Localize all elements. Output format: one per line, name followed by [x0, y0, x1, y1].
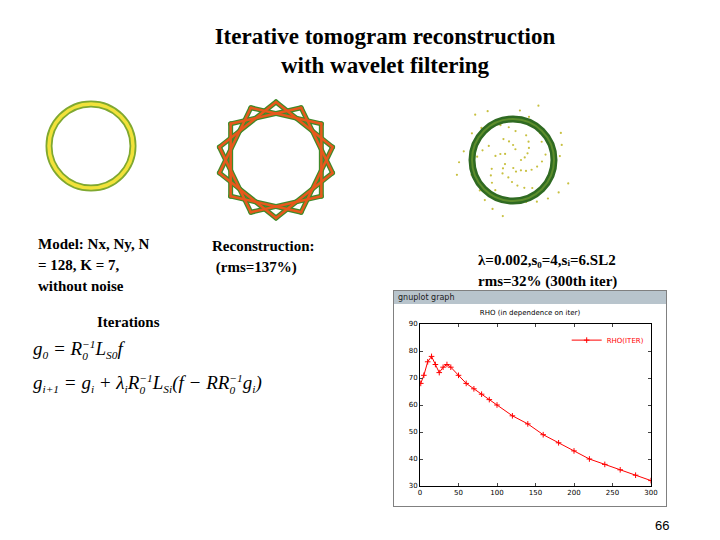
- svg-text:150: 150: [529, 489, 542, 497]
- html-text:gi+1= gi+ λiR−1: gi+1= gi+ λiR−1: [33, 372, 153, 395]
- svg-text:50: 50: [454, 489, 463, 497]
- svg-text:80: 80: [409, 347, 418, 355]
- html-text:0 gi): 0 gi): [229, 372, 262, 396]
- svg-text:250: 250: [606, 489, 619, 497]
- html-text:Iterations: Iterations: [97, 314, 160, 330]
- svg-text:100: 100: [490, 489, 503, 497]
- svg-text:30: 30: [409, 482, 418, 490]
- html-text:g0= R−1: g0= R−1: [33, 338, 96, 361]
- html-text:rms=32% (300th iter): rms=32% (300th iter): [478, 273, 618, 289]
- svg-text:50: 50: [409, 428, 418, 436]
- html-text:λ=0.002,s₀=4,sᵢ=6.SL2: λ=0.002,s₀=4,sᵢ=6.SL2: [478, 252, 616, 268]
- svg-text:0: 0: [418, 489, 422, 497]
- html-text:gnuplot graph: gnuplot graph: [398, 293, 455, 302]
- svg-text:RHO (in dependence on iter): RHO (in dependence on iter): [480, 309, 581, 317]
- html-text:Model: Nx, Ny, N: Model: Nx, Ny, N: [38, 236, 150, 252]
- html-text:0 LS0f: 0 LS0f: [82, 338, 123, 362]
- html-text:66: 66: [655, 518, 670, 533]
- svg-text:40: 40: [409, 455, 418, 463]
- svg-text:200: 200: [567, 489, 580, 497]
- svg-text:70: 70: [409, 374, 418, 382]
- html-text:Iterative tomogram reconstruct: Iterative tomogram reconstruction: [214, 24, 556, 49]
- html-text:Reconstruction:: Reconstruction:: [212, 238, 315, 254]
- svg-text:RHO(ITER): RHO(ITER): [607, 337, 644, 345]
- html-text:without noise: without noise: [38, 278, 124, 294]
- svg-text:60: 60: [409, 401, 418, 409]
- svg-text:300: 300: [644, 489, 657, 497]
- svg-text:90: 90: [409, 320, 418, 328]
- html-text:= 128, K = 7,: = 128, K = 7,: [38, 257, 120, 273]
- html-text:with wavelet filtering: with wavelet filtering: [280, 53, 490, 78]
- html-text:(rms=137%): (rms=137%): [212, 259, 297, 275]
- html-text:0 LSi(f − RR−1: 0 LSi(f − RR−1: [139, 372, 243, 396]
